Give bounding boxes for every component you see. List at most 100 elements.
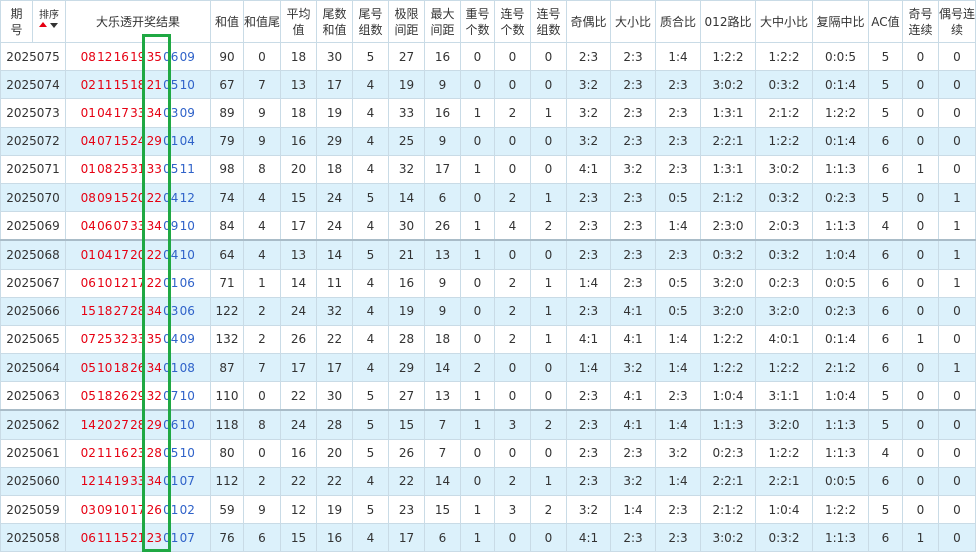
back-number: 01 <box>163 134 179 149</box>
stat-cell: 5 <box>868 98 903 128</box>
issue-cell: 2025070 <box>0 182 66 213</box>
column-header: 尾数和值 <box>316 0 353 43</box>
stat-cell: 1:3:1 <box>700 98 756 128</box>
stat-cell: 2 <box>494 268 531 298</box>
stat-cell: 4:1 <box>610 324 656 355</box>
stat-cell: 1:4 <box>610 494 656 525</box>
front-number: 18 <box>130 77 146 92</box>
stat-cell: 0 <box>494 154 531 184</box>
stat-cell: 7 <box>243 70 281 100</box>
issue-cell: 2025058 <box>0 523 66 552</box>
stat-cell: 2 <box>530 494 567 525</box>
front-number: 05 <box>80 388 96 403</box>
column-header: 大小比 <box>610 0 656 43</box>
stat-cell: 110 <box>210 381 244 411</box>
stat-cell: 26 <box>280 324 317 355</box>
stat-cell: 0:3:2 <box>755 523 813 552</box>
stat-cell: 90 <box>210 41 244 72</box>
stat-cell: 17 <box>424 154 461 184</box>
draw-header: 大乐透开奖结果 <box>65 0 211 43</box>
front-number: 15 <box>113 530 129 545</box>
back-number: 07 <box>163 388 179 403</box>
front-number: 15 <box>80 304 96 319</box>
stat-cell: 1 <box>530 324 567 355</box>
front-number: 04 <box>80 134 96 149</box>
back-number: 01 <box>163 502 179 517</box>
back-number: 10 <box>179 218 195 233</box>
front-number: 33 <box>146 162 162 177</box>
back-number: 01 <box>163 360 179 375</box>
stat-cell: 4 <box>352 296 389 326</box>
back-number: 01 <box>163 474 179 489</box>
stat-cell: 0 <box>460 324 495 355</box>
stat-cell: 1 <box>530 268 567 298</box>
stat-cell: 24 <box>280 409 317 440</box>
stat-cell: 4 <box>868 438 903 468</box>
front-number: 12 <box>80 474 96 489</box>
stat-cell: 1 <box>902 523 939 552</box>
back-number: 12 <box>179 190 195 205</box>
stat-cell: 13 <box>424 381 461 411</box>
stat-cell: 0 <box>530 70 567 100</box>
stat-cell: 0 <box>902 126 939 156</box>
stat-cell: 0 <box>902 409 939 440</box>
stat-cell: 6 <box>868 353 903 383</box>
front-number: 15 <box>113 190 129 205</box>
stat-cell: 14 <box>316 239 353 270</box>
stat-cell: 9 <box>243 98 281 128</box>
stat-cell: 4 <box>352 353 389 383</box>
stat-cell: 33 <box>388 98 425 128</box>
stat-cell: 24 <box>316 211 353 241</box>
stat-cell: 0 <box>902 41 939 72</box>
front-number: 07 <box>80 332 96 347</box>
stat-cell: 0:3:2 <box>755 239 813 270</box>
stat-cell: 30 <box>388 211 425 241</box>
stat-cell: 2:3 <box>566 41 611 72</box>
stat-cell: 2:3 <box>610 182 656 213</box>
stat-cell: 3:2 <box>566 494 611 525</box>
sort-button[interactable]: 排序 <box>34 10 65 33</box>
stat-cell: 59 <box>210 494 244 525</box>
numbers-cell: 02111623280510 <box>65 438 211 468</box>
front-number: 16 <box>113 446 129 461</box>
stat-cell: 1:4 <box>655 466 701 497</box>
stat-cell: 16 <box>424 98 461 128</box>
stat-cell: 14 <box>424 353 461 383</box>
table-row: 2025069 04060733340910 84 4 17 24 4 30 26 1 4 2 2:3 2… <box>0 211 976 241</box>
stat-cell: 1 <box>530 466 567 497</box>
front-number: 17 <box>130 502 146 517</box>
column-header: 奇号连续 <box>902 0 939 43</box>
column-header: 和值 <box>210 0 244 43</box>
stat-cell: 0 <box>243 41 281 72</box>
stat-cell: 4 <box>243 182 281 213</box>
sort-text[interactable]: 排序 <box>39 10 59 21</box>
front-number: 22 <box>146 247 162 262</box>
sort-header[interactable]: 排序 <box>32 0 66 43</box>
stat-cell: 28 <box>316 409 353 440</box>
stat-cell: 0 <box>494 239 531 270</box>
stat-cell: 1 <box>460 523 495 552</box>
issue-cell: 2025064 <box>0 353 66 383</box>
stat-cell: 2 <box>530 211 567 241</box>
issue-cell: 2025065 <box>0 324 66 355</box>
front-number: 16 <box>113 49 129 64</box>
back-number: 10 <box>179 247 195 262</box>
stat-cell: 1:4 <box>655 41 701 72</box>
header-row: 期号 排序 大乐透开奖结果 和值 和值尾 平均值 尾数和值 尾号组数 极限间距 最大间距 重号… <box>0 0 976 43</box>
sort-arrows[interactable] <box>38 21 60 30</box>
stat-cell: 0 <box>902 70 939 100</box>
stat-cell: 0 <box>530 126 567 156</box>
column-header: 偶号连续 <box>938 0 976 43</box>
stat-cell: 2:3 <box>655 239 701 270</box>
stat-cell: 0:5 <box>655 182 701 213</box>
front-number: 20 <box>97 418 113 433</box>
stat-cell: 2:3 <box>566 466 611 497</box>
front-number: 07 <box>97 134 113 149</box>
front-number: 32 <box>146 388 162 403</box>
stat-cell: 9 <box>424 296 461 326</box>
stat-cell: 16 <box>316 523 353 552</box>
back-number: 05 <box>163 446 179 461</box>
stat-cell: 2:3 <box>610 268 656 298</box>
stat-cell: 0:2:3 <box>700 438 756 468</box>
